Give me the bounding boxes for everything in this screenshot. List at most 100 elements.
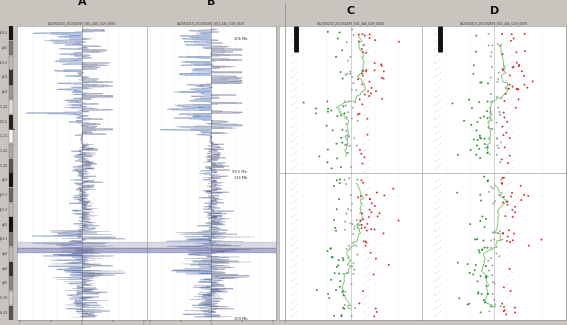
- Text: probe_name: probe_name: [291, 175, 301, 183]
- Point: [483, 109, 492, 114]
- Text: probe_name: probe_name: [506, 158, 516, 166]
- Text: probe_name: probe_name: [434, 182, 444, 190]
- Point: [509, 231, 518, 236]
- Text: probe_name: probe_name: [506, 150, 516, 159]
- Text: probe_name: probe_name: [291, 98, 301, 106]
- Text: probe_name: probe_name: [506, 101, 516, 109]
- Text: probe_name: probe_name: [363, 269, 373, 278]
- Point: [488, 64, 497, 70]
- Point: [379, 69, 388, 74]
- Point: [502, 239, 511, 244]
- Text: probe_name: probe_name: [506, 213, 516, 221]
- Text: probe_name: probe_name: [506, 241, 516, 249]
- Text: probe_name: probe_name: [506, 199, 516, 207]
- Text: probe_name: probe_name: [434, 63, 444, 71]
- Point: [363, 132, 372, 137]
- Point: [299, 100, 308, 105]
- Text: p12: p12: [2, 90, 8, 94]
- Text: probe_name: probe_name: [434, 77, 444, 85]
- Point: [472, 33, 481, 38]
- Point: [484, 258, 493, 264]
- Point: [493, 230, 502, 235]
- Text: C: C: [346, 6, 355, 17]
- Text: probe_name: probe_name: [363, 199, 373, 207]
- Point: [365, 79, 374, 84]
- Point: [336, 70, 345, 75]
- Point: [348, 116, 357, 121]
- Point: [467, 106, 476, 111]
- Text: probe_name: probe_name: [363, 73, 373, 81]
- Point: [469, 63, 479, 68]
- Text: probe_name: probe_name: [291, 140, 301, 149]
- Point: [370, 227, 379, 232]
- Point: [350, 306, 359, 311]
- Point: [356, 147, 365, 152]
- Point: [479, 298, 488, 303]
- Text: probe_name: probe_name: [506, 305, 516, 313]
- Point: [334, 257, 343, 263]
- Point: [339, 293, 348, 298]
- Point: [349, 261, 358, 266]
- Point: [483, 99, 492, 104]
- Point: [494, 70, 503, 75]
- Bar: [147, 248, 276, 253]
- Point: [476, 115, 485, 121]
- Point: [480, 136, 489, 141]
- Point: [342, 122, 351, 127]
- Point: [366, 250, 375, 255]
- Point: [499, 132, 508, 137]
- Point: [338, 305, 348, 310]
- Text: probe_name: probe_name: [506, 108, 516, 116]
- Point: [512, 60, 521, 65]
- Bar: [9, 85, 14, 99]
- Point: [517, 69, 526, 74]
- Point: [477, 80, 486, 85]
- Point: [505, 153, 514, 158]
- Text: probe_name: probe_name: [506, 298, 516, 306]
- Point: [500, 115, 509, 120]
- Point: [367, 201, 376, 206]
- Point: [483, 150, 492, 156]
- Point: [453, 260, 462, 265]
- Text: q22: q22: [2, 223, 8, 227]
- Text: probe_name: probe_name: [291, 273, 301, 282]
- Point: [348, 201, 357, 206]
- Point: [324, 109, 333, 114]
- Point: [493, 42, 502, 47]
- Point: [323, 248, 332, 254]
- Point: [358, 102, 367, 107]
- Text: probe_name: probe_name: [363, 178, 373, 186]
- Text: probe_name: probe_name: [506, 269, 516, 278]
- Point: [341, 219, 350, 224]
- Title: US2350219_251302040_S01_44k_CGH_0605: US2350219_251302040_S01_44k_CGH_0605: [48, 21, 116, 25]
- Point: [358, 50, 367, 55]
- Point: [498, 66, 507, 72]
- Point: [328, 128, 337, 133]
- Point: [333, 36, 342, 41]
- Text: probe_name: probe_name: [506, 164, 516, 173]
- Text: probe_name: probe_name: [434, 231, 444, 240]
- Text: probe_name: probe_name: [363, 220, 373, 228]
- Text: probe_name: probe_name: [291, 217, 301, 225]
- Point: [514, 62, 523, 68]
- Point: [497, 180, 506, 186]
- Point: [312, 287, 321, 292]
- Point: [359, 239, 368, 244]
- Point: [347, 282, 356, 287]
- Text: probe_name: probe_name: [506, 45, 516, 53]
- Point: [480, 225, 489, 230]
- Text: probe_name: probe_name: [434, 273, 444, 282]
- Text: probe_name: probe_name: [434, 70, 444, 78]
- Point: [506, 288, 515, 293]
- Text: A: A: [78, 0, 86, 7]
- Text: probe_name: probe_name: [434, 259, 444, 267]
- Point: [508, 84, 517, 89]
- Point: [355, 301, 364, 306]
- Point: [338, 289, 348, 294]
- Bar: [9, 71, 14, 85]
- Point: [339, 104, 348, 109]
- Point: [345, 176, 354, 181]
- Point: [362, 50, 371, 56]
- Bar: [147, 242, 276, 248]
- Point: [342, 181, 351, 187]
